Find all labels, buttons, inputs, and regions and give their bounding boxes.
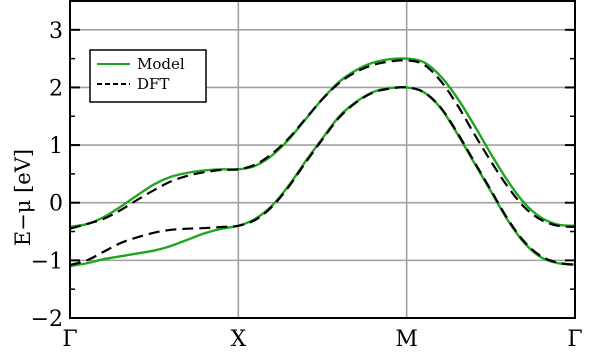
legend-box [89,49,207,103]
series-dft-band-2 [69,86,576,267]
x-tick-label: X [230,327,246,352]
y-tick-label: −2 [31,307,63,332]
x-tick-label: Γ [567,327,582,352]
y-tick-label: −1 [31,249,63,274]
legend-label-model: Model [137,55,185,73]
y-tick-label: 0 [49,192,63,217]
legend: Model DFT [89,49,207,103]
series-layer [69,57,576,268]
x-tick-label: Γ [62,327,77,352]
y-tick-label: 2 [49,76,63,101]
y-tick-labels: 3 2 1 0 −1 −2 [31,19,63,332]
y-tick-label: 1 [49,134,63,159]
y-tick-label: 3 [49,19,63,44]
legend-label-dft: DFT [137,75,169,93]
series-dft-band-1 [69,59,576,230]
axis-ticks [70,28,575,319]
plot-frame [69,0,576,319]
x-tick-label: M [395,327,418,352]
grid-lines [70,1,575,318]
series-model-band-2 [69,85,576,268]
y-axis-title: E−μ [eV] [11,149,35,246]
